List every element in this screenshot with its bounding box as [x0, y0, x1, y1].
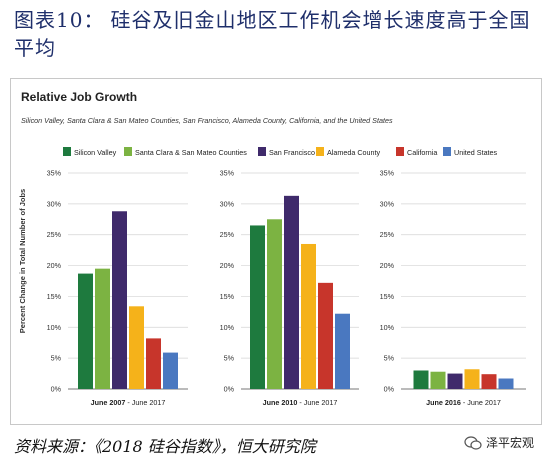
chart-title: Relative Job Growth [21, 90, 137, 104]
y-tick-label: 5% [51, 354, 62, 363]
y-tick-label: 15% [220, 292, 235, 301]
y-tick-label: 0% [51, 385, 62, 394]
bar [163, 352, 178, 389]
legend-label: Santa Clara & San Mateo Counties [135, 148, 247, 157]
panel-2: 0% 5% 10% 15% 20% 25% 30% 35% June 2010 - June 2… [220, 169, 359, 407]
source-note: 资料来源：《2018 硅谷指数》，恒大研究院 [14, 437, 316, 456]
panel-label-rest: - June 2017 [297, 398, 337, 407]
y-tick-label: 20% [380, 261, 395, 270]
bar [112, 211, 127, 389]
y-tick-label: 10% [380, 323, 395, 332]
y-tick-label: 0% [224, 385, 235, 394]
y-axis-label: Percent Change in Total Number of Jobs [18, 189, 27, 333]
panel-label-bold: June 2007 [91, 398, 126, 407]
figure-label: 图表10： [14, 8, 105, 32]
figure-title: 硅谷及旧金山地区工作机会增长速度高于全国平均 [14, 8, 531, 60]
legend-label: Alameda County [327, 148, 381, 157]
watermark-text: 泽平宏观 [485, 436, 534, 450]
legend-swatch [124, 147, 132, 156]
y-tick-label: 0% [384, 385, 395, 394]
legend-swatch [258, 147, 266, 156]
bar [78, 273, 93, 389]
y-tick-label: 35% [47, 169, 62, 178]
bar [335, 313, 350, 389]
panel-label: June 2016 - June 2017 [426, 398, 501, 407]
bar [481, 374, 497, 389]
legend-label: California [407, 148, 437, 157]
y-tick-label: 25% [220, 230, 235, 239]
y-tick-label: 30% [47, 199, 62, 208]
legend-swatch [443, 147, 451, 156]
y-tick-label: 20% [220, 261, 235, 270]
bar [95, 268, 110, 389]
bar [146, 338, 161, 389]
bar [267, 219, 282, 389]
bar [318, 282, 333, 389]
panel-label-bold: June 2016 [426, 398, 461, 407]
y-tick-label: 25% [380, 230, 395, 239]
panel-label: June 2007 - June 2017 [91, 398, 166, 407]
bar [301, 243, 316, 389]
y-tick-label: 10% [47, 323, 62, 332]
panel-label-rest: - June 2017 [125, 398, 165, 407]
chart-frame: Relative Job Growth Silicon Valley, Sant… [10, 78, 542, 425]
figure-heading: 图表10： 硅谷及旧金山地区工作机会增长速度高于全国平均 [14, 6, 539, 62]
bar [250, 225, 265, 389]
y-tick-label: 30% [220, 199, 235, 208]
legend-swatch [63, 147, 71, 156]
y-tick-label: 15% [47, 292, 62, 301]
bar [430, 371, 446, 389]
bar [498, 378, 514, 389]
bar [447, 373, 463, 389]
y-tick-label: 5% [384, 354, 395, 363]
y-tick-label: 15% [380, 292, 395, 301]
legend-label: Silicon Valley [74, 148, 117, 157]
panel-label-bold: June 2010 [263, 398, 298, 407]
y-tick-label: 35% [220, 169, 235, 178]
panel-3: 0% 5% 10% 15% 20% 25% 30% 35% June 2016 - June 2… [380, 169, 526, 407]
bar [284, 195, 299, 389]
bar [413, 370, 429, 389]
panel-label: June 2010 - June 2017 [263, 398, 338, 407]
y-tick-label: 25% [47, 230, 62, 239]
bar [129, 306, 144, 389]
wechat-icon [464, 435, 482, 450]
legend-label: United States [454, 148, 498, 157]
panel-label-rest: - June 2017 [461, 398, 501, 407]
chart-svg: Relative Job Growth Silicon Valley, Sant… [18, 90, 526, 407]
legend-swatch [316, 147, 324, 156]
bar [464, 369, 480, 389]
watermark: 泽平宏观 [464, 434, 534, 451]
y-tick-label: 5% [224, 354, 235, 363]
y-tick-label: 10% [220, 323, 235, 332]
plots: 0% 5% 10% 15% 20% 25% 30% 35% June 2007 - June 2… [47, 169, 526, 407]
legend-swatch [396, 147, 404, 156]
y-tick-label: 30% [380, 199, 395, 208]
legend-label: San Francisco [269, 148, 315, 157]
panel-1: 0% 5% 10% 15% 20% 25% 30% 35% June 2007 - June 2… [47, 169, 188, 407]
y-tick-label: 20% [47, 261, 62, 270]
y-tick-label: 35% [380, 169, 395, 178]
legend: Silicon Valley Santa Clara & San Mateo Co… [63, 147, 498, 157]
chart-subtitle: Silicon Valley, Santa Clara & San Mateo … [21, 116, 393, 125]
